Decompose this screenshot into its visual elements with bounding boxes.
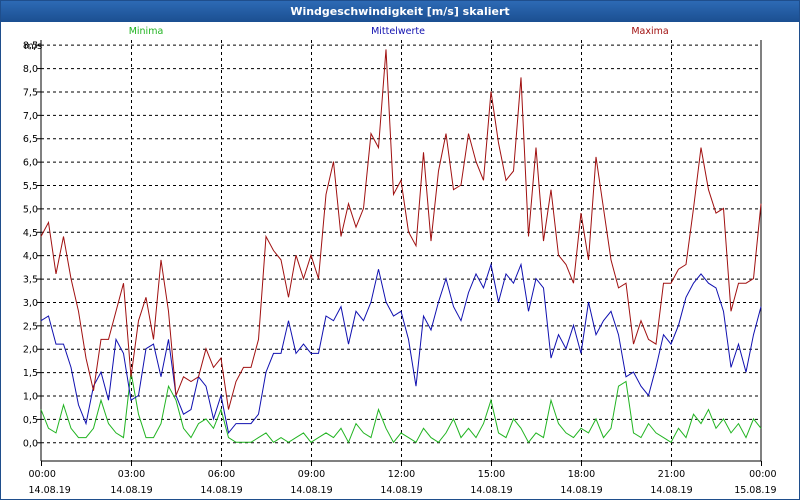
axes: m/s 0,0 0,5 1,0 1,5 2,0 2,5 3,0 3,5 4,0 4,5 5,0 5,5 6… [23,40,777,496]
x-tick-date-label: 14.08.19 [110,485,152,496]
x-tick-date-label: 14.08.19 [650,485,692,496]
x-tick-date-label: 15.08.19 [734,485,776,496]
y-tick-label: 2,0 [23,345,38,356]
y-tick-label: 4,5 [23,228,38,239]
series-line-mittelwerte [40,262,762,435]
x-tick-date-label: 14.08.19 [290,485,332,496]
y-tick-label: 7,5 [23,87,38,98]
x-tick-time-label: 03:00 [118,469,145,480]
grid [41,40,761,461]
window-title: Windgeschwindigkeit [m/s] skaliert [1,1,799,22]
legend-entry-minima: Minima [129,26,164,37]
y-tick-label: 1,5 [23,368,38,379]
x-tick-time-label: 12:00 [388,469,415,480]
y-axis-unit-label: m/s [24,41,42,52]
x-tick-time-label: 09:00 [298,469,325,480]
x-tick-date-label: 14.08.19 [29,485,71,496]
legend-entry-mittelwerte: Mittelwerte [371,26,425,37]
y-tick-label: 7,0 [23,111,38,122]
x-tick-time-label: 21:00 [658,469,685,480]
x-tick-time-label: 00:00 [749,469,776,480]
x-tick-date-label: 14.08.19 [560,485,602,496]
series-lines [40,49,762,444]
series-line-maxima [40,49,762,410]
y-tick-label: 5,0 [23,204,38,215]
y-tick-label: 3,0 [23,298,38,309]
y-tick-label: 2,5 [23,321,38,332]
y-tick-label: 5,5 [23,181,38,192]
x-tick-time-label: 18:00 [568,469,595,480]
y-tick-label: 4,0 [23,251,38,262]
x-tick-date-label: 14.08.19 [200,485,242,496]
x-tick-date-label: 14.08.19 [380,485,422,496]
x-tick-date-label: 14.08.19 [470,485,512,496]
series-line-minima [40,372,762,444]
y-tick-label: 6,5 [23,134,38,145]
y-tick-label: 8,0 [23,64,38,75]
y-tick-label: 3,5 [23,275,38,286]
wind-speed-chart: m/s 0,0 0,5 1,0 1,5 2,0 2,5 3,0 3,5 4,0 4,5 5,0 5,5 6… [23,26,777,496]
y-tick-label: 6,0 [23,158,38,169]
x-tick-time-label: 00:00 [29,469,56,480]
y-tick-label: 1,0 [23,392,38,403]
y-tick-label: 0,5 [23,415,38,426]
legend-entry-maxima: Maxima [631,26,668,37]
y-tick-label: 8,5 [23,41,38,52]
x-tick-time-label: 15:00 [478,469,505,480]
x-tick-time-label: 06:00 [208,469,235,480]
y-tick-label: 0,0 [23,438,38,449]
legend: Minima Mittelwerte Maxima [129,26,669,37]
